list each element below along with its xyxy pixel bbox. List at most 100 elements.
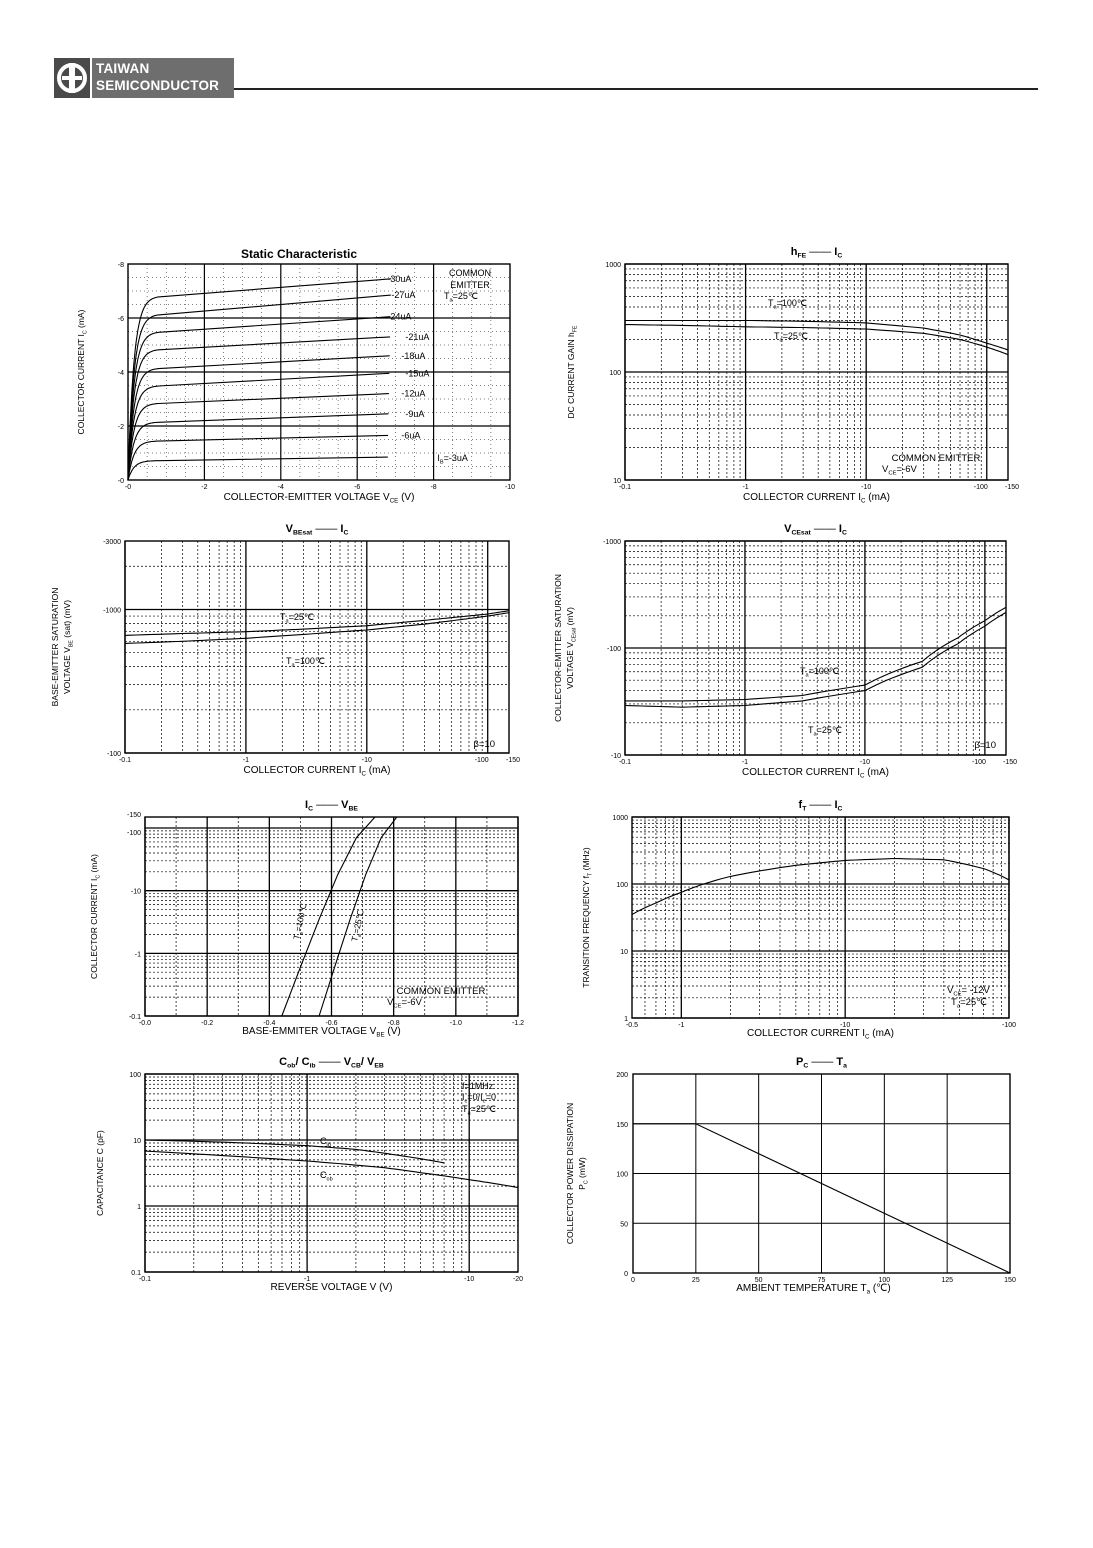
y-tick-label: 1 — [624, 1016, 628, 1023]
x-tick-label: -0.1 — [619, 484, 631, 491]
chart-title: VBEsat —— IC — [286, 523, 349, 537]
chart-title-part: f — [799, 799, 803, 811]
y-axis-label-group: COLLECTOR-EMITTER SATURATION VOLTAGE VCEs… — [553, 574, 578, 722]
series-label-part: =25℃ — [783, 331, 808, 341]
y-tick-label: 50 — [620, 1221, 628, 1228]
series-label: Cob — [320, 1170, 333, 1183]
x-axis-label-part: C — [362, 771, 367, 778]
series-line — [625, 324, 1009, 356]
series-label-part: =25℃ — [817, 725, 842, 735]
chart-title-part: C — [842, 530, 847, 537]
series-label-part: C — [320, 1170, 327, 1180]
series-line — [124, 612, 510, 644]
y-axis-label-2-part: (sat) (mV) — [62, 600, 72, 640]
series-label-part: ib — [327, 1143, 331, 1149]
y-axis-label-2-part: P — [577, 1184, 587, 1190]
x-tick-label: -0.1 — [619, 759, 631, 766]
y-tick-label: 1000 — [605, 262, 621, 269]
y-axis-label: COLLECTOR CURRENT IC (mA) — [89, 854, 102, 979]
y-axis-label: DC CURRENT GAIN hFE — [566, 325, 579, 418]
chart-title-part: P — [796, 1056, 803, 1068]
x-tick-label: -0.2 — [201, 1020, 213, 1027]
annotation-text-part: CE — [393, 1004, 401, 1010]
series-label: Ta=100℃ — [768, 298, 807, 311]
capacitance-chart: Cob/ Cib —— VCB/ VEB-0.1 -1 -10 -201001010.… — [95, 1056, 523, 1293]
y-tick-label: 150 — [616, 1122, 628, 1129]
pc-vs-ta-chart: PC —— Ta0 25 50 75 100 125 150200150100500AMBI… — [565, 1056, 1016, 1296]
plot-frame — [144, 1073, 519, 1273]
chart-title-part: C — [343, 530, 348, 537]
y-tick-label: -0.1 — [129, 1014, 141, 1021]
series-label: -21uA — [405, 332, 429, 342]
chart-title-part: ob — [287, 1063, 295, 1070]
annotation-text-part: T — [951, 997, 957, 1008]
series-label-part: =100℃ — [809, 666, 839, 676]
y-tick-label: -100 — [107, 751, 121, 758]
series-label: -27uA — [391, 290, 415, 300]
chart-title-part: ib — [310, 1063, 316, 1070]
chart-title-part: V — [344, 1056, 352, 1068]
hfe-vs-ic-chart: hFE —— IC-0.1 -1 -10 -100 -150100010010COLLE… — [566, 246, 1019, 505]
series-label: -9uA — [405, 409, 424, 419]
y-tick-label: 100 — [616, 882, 628, 889]
y-tick-label: 100 — [609, 370, 621, 377]
vcesat-vs-ic-chart: VCEsat —— IC-0.1 -1 -10 -100 -150-1000-100-1… — [553, 523, 1017, 780]
x-axis-label-part: COLLECTOR CURRENT I — [747, 1028, 865, 1039]
y-tick-label: -1000 — [103, 607, 121, 614]
y-axis-label-part: C — [83, 330, 89, 334]
series-line — [124, 610, 510, 636]
y-tick-label: 100 — [129, 1072, 141, 1079]
plot-frame — [124, 540, 510, 754]
y-axis-label: COLLECTOR CURRENT IC (mA) — [76, 309, 89, 434]
chart-title: fT —— IC — [799, 799, 843, 813]
x-tick-label: -2 — [201, 484, 207, 491]
x-tick-label: -0.6 — [325, 1020, 337, 1027]
x-tick-label: -0.0 — [139, 1020, 151, 1027]
y-axis-label-part: DC CURRENT GAIN h — [566, 332, 576, 419]
y-tick-label: 10 — [620, 949, 628, 956]
x-tick-label: -0 — [125, 484, 131, 491]
annotation-text: Ta=25℃ — [951, 997, 987, 1010]
series-label: Ta=25℃ — [349, 908, 368, 942]
annotation-text-part: CE — [888, 471, 896, 477]
annotation-text-part: =-6V — [897, 464, 918, 475]
annotation-text-part: a — [450, 298, 454, 304]
chart-title-part: I — [340, 523, 343, 535]
y-axis-label-group: COLLECTOR POWER DISSIPATION PC (mW) — [565, 1103, 590, 1244]
x-tick-label: 150 — [1004, 1277, 1016, 1284]
series-label: Ta=25℃ — [808, 725, 842, 738]
series-label: Ta=100℃ — [800, 666, 839, 679]
y-axis-label-group: TRANSITION FREQUENCY fT (MHz) — [581, 847, 594, 988]
x-axis-label: COLLECTOR CURRENT IC (mA) — [742, 767, 889, 780]
x-tick-label: -10 — [362, 757, 372, 764]
y-axis-label-group: COLLECTOR CURRENT IC (mA) — [89, 854, 102, 979]
x-tick-label: -1.2 — [512, 1020, 524, 1027]
series-label-part: a — [780, 338, 784, 344]
chart-title-part: C — [837, 253, 842, 260]
annotation-text-part: =-6V — [402, 997, 423, 1008]
static-characteristic-chart: Static Characteristic -0 -2 -4 -6 -8 -10 -0 -2 -4… — [76, 247, 515, 505]
x-tick-label: -10 — [464, 1276, 474, 1283]
x-tick-label: -0.5 — [626, 1022, 638, 1029]
annotation-text: Ic=0/Ie=0 — [462, 1092, 496, 1105]
company-name-line2: SEMICONDUCTOR — [96, 78, 220, 93]
chart-title-part: V — [341, 799, 349, 811]
y-tick-label: 10 — [133, 1138, 141, 1145]
annotation-text-part: T — [462, 1104, 468, 1114]
chart-title-part: T — [802, 806, 807, 813]
y-axis-label-part: (mA) — [76, 309, 86, 330]
x-axis-label-part: BASE-EMMITER VOLTAGE V — [242, 1026, 376, 1037]
series-label: -15uA — [405, 368, 429, 378]
annotation-text-part: =25℃ — [960, 997, 987, 1008]
annotation-text-part: V — [947, 985, 954, 996]
y-tick-label: -1 — [135, 951, 141, 958]
y-tick-label: -10 — [611, 753, 621, 760]
x-tick-label: -150 — [506, 757, 520, 764]
y-tick-label: 1000 — [612, 815, 628, 822]
series-label-group: Ta=25℃ — [349, 908, 368, 942]
chart-title: PC —— Ta — [796, 1056, 847, 1070]
company-name-line1: TAIWAN — [96, 61, 150, 76]
annotation-text: EMITTER — [450, 280, 490, 290]
y-axis-label-group: CAPACITANCE C (pF) — [95, 1130, 105, 1216]
y-axis-label-part: (MHz) — [581, 847, 591, 873]
